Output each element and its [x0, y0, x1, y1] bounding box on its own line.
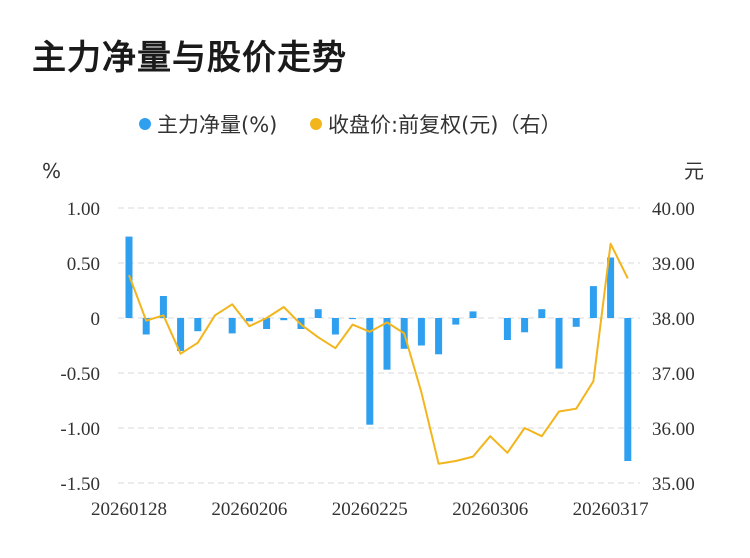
net-volume-bar — [469, 311, 477, 318]
net-volume-bar — [383, 318, 391, 370]
x-tick-label: 20260225 — [332, 499, 408, 520]
x-tick-label: 20260317 — [573, 499, 649, 520]
net-volume-bar — [177, 318, 185, 351]
net-volume-bar — [366, 318, 374, 425]
net-volume-bar — [555, 318, 563, 369]
legend-label-close-price: 收盘价:前复权(元)（右） — [328, 113, 561, 137]
right-tick-label: 37.00 — [652, 364, 695, 385]
legend-marker-close-price — [310, 118, 322, 130]
x-tick-label: 20260306 — [452, 499, 528, 520]
net-volume-bar — [589, 286, 597, 318]
left-tick-label: 0.50 — [67, 254, 100, 275]
net-volume-bar — [503, 318, 511, 340]
net-volume-bar — [280, 318, 288, 321]
legend-label-net-volume: 主力净量(%) — [157, 113, 277, 137]
right-tick-label: 40.00 — [652, 199, 695, 220]
grid-lines — [118, 207, 640, 484]
legend: 主力净量(%) 收盘价:前复权(元)（右） — [139, 113, 561, 137]
legend-marker-net-volume — [139, 118, 151, 130]
right-tick-label: 35.00 — [652, 474, 695, 495]
net-volume-bar — [349, 318, 357, 320]
net-volume-bar — [245, 318, 253, 322]
left-tick-label: 0 — [91, 309, 101, 330]
net-volume-bar — [417, 318, 425, 346]
net-volume-bar — [142, 318, 150, 335]
net-volume-bar — [159, 296, 167, 318]
net-volume-bar — [194, 318, 202, 332]
page-title: 主力净量与股价走势 — [32, 38, 347, 78]
left-tick-label: 1.00 — [67, 199, 100, 220]
net-volume-bar — [624, 318, 632, 461]
x-tick-label: 20260128 — [91, 499, 167, 520]
net-volume-bar — [521, 318, 529, 333]
right-axis-unit: 元 — [684, 159, 704, 183]
net-volume-bar — [538, 309, 546, 318]
right-axis-ticks: 40.00 39.00 38.00 37.00 36.00 35.00 — [652, 199, 695, 495]
close-price-series-line — [128, 242, 629, 465]
left-axis-unit: % — [42, 159, 61, 183]
net-volume-bar — [452, 318, 460, 325]
net-volume-bar — [435, 318, 443, 355]
net-volume-bar — [228, 318, 236, 334]
net-volume-bar — [314, 309, 322, 318]
x-tick-label: 20260206 — [211, 499, 287, 520]
left-tick-label: -1.00 — [60, 419, 100, 440]
close-price-line — [128, 242, 629, 465]
net-volume-bar — [331, 318, 339, 335]
x-axis-ticks: 20260128 20260206 20260225 20260306 20260317 — [91, 499, 649, 520]
left-axis-ticks: 1.00 0.50 0 -0.50 -1.00 -1.50 — [60, 199, 100, 495]
net-volume-bar — [572, 318, 580, 327]
right-tick-label: 36.00 — [652, 419, 695, 440]
left-tick-label: -0.50 — [60, 364, 100, 385]
right-tick-label: 39.00 — [652, 254, 695, 275]
left-tick-label: -1.50 — [60, 474, 100, 495]
right-tick-label: 38.00 — [652, 309, 695, 330]
net-volume-bar — [263, 318, 271, 329]
net-volume-bars — [125, 236, 632, 461]
net-volume-bar — [607, 257, 615, 318]
